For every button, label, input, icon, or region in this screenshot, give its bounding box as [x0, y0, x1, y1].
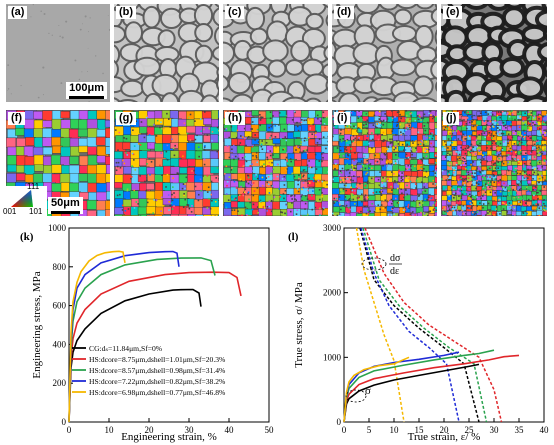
- chart-k-x-tick-label: 50: [265, 425, 275, 435]
- chart-l-sigma-ellipse: [345, 389, 367, 403]
- chart-l-deps-label: dε: [390, 266, 399, 277]
- panel-label-f: (f): [8, 112, 25, 125]
- ebsd-map-i-image: [332, 110, 437, 216]
- chart-k-x-tick-label: 40: [225, 425, 235, 435]
- ebsd-map-g: (g): [114, 110, 219, 216]
- chart-k-x-tick-label: 10: [105, 425, 115, 435]
- chart-l-y-tick-label: 1000: [323, 352, 342, 362]
- chart-k-legend-entry-4: HS:dcore=6.98μm,dshell=0.77μm,Sf=46.8%: [89, 388, 226, 397]
- chart-l-hardening-line-2: [362, 227, 488, 423]
- chart-l-dsigma-label: dσ: [390, 253, 401, 264]
- chart-k-y-tick-label: 1000: [48, 223, 67, 233]
- ebsd-map-h-image: [223, 110, 328, 216]
- chart-l-dsigma-ellipse: [361, 257, 387, 271]
- panel-label-d: (d): [334, 6, 355, 19]
- micrograph-b-image: [114, 4, 219, 102]
- chart-l-x-tick-label: 20: [440, 425, 450, 435]
- chart-l-stress-line-3: [343, 351, 460, 423]
- micrograph-d: (d): [332, 4, 437, 102]
- chart-k-legend-entry-3: HS:dcore=7.22μm,dshell=0.82μm,Sf=38.2%: [89, 377, 226, 386]
- chart-k-x-tick-label: 30: [185, 425, 195, 435]
- ipf-label-111: 111: [27, 182, 40, 191]
- chart-k-x-axis-label: Engineering strain, %: [121, 431, 217, 443]
- chart-k-series-line-1: [68, 271, 242, 423]
- panel-label-i: (i): [334, 112, 351, 125]
- chart-k-legend-entry-2: HS:dcore=8.57μm,dshell=0.98μm,Sf=31.4%: [89, 366, 226, 375]
- chart-k-y-axis-label: Engineering stress, MPa: [31, 271, 43, 378]
- chart-l-x-axis-label: True strain, ε/ %: [408, 431, 481, 443]
- chart-l-hardening-line-3: [360, 227, 460, 423]
- ebsd-map-h: (h): [223, 110, 328, 216]
- chart-l-hardening-line-1: [364, 227, 503, 423]
- chart-l-x-tick-label: 40: [540, 425, 550, 435]
- micrograph-b: (b): [114, 4, 219, 102]
- micrograph-c-image: [223, 4, 328, 102]
- panel-label-e: (e): [443, 6, 463, 19]
- scale-bar-50um-line: [51, 211, 80, 214]
- ebsd-map-i: (i): [332, 110, 437, 216]
- chart-l-x-tick-label: 0: [342, 425, 347, 435]
- micrograph-e: (e): [441, 4, 547, 102]
- chart-k-y-tick-label: 400: [53, 339, 67, 349]
- chart-k-y-tick-label: 600: [53, 301, 67, 311]
- chart-l-stress-line-4: [343, 356, 410, 423]
- scale-bar-100um-line: [69, 96, 104, 99]
- ebsd-map-g-image: [114, 110, 219, 216]
- micrograph-c: (c): [223, 4, 328, 102]
- chart-k-y-tick-label: 800: [53, 262, 67, 272]
- chart-l-plot-frame: [343, 227, 545, 423]
- chart-k-legend-entry-1: HS:dcore=8.75μm,dshell=1.01μm,Sf=20.3%: [89, 355, 226, 364]
- panel-label-g: (g): [116, 112, 137, 125]
- chart-l-sigma-label: σ: [365, 385, 371, 397]
- ipf-color-key: 111 001 101: [3, 182, 47, 216]
- ipf-triangle-icon: [11, 190, 33, 207]
- chart-l-hardening-line-4: [355, 227, 405, 423]
- chart-l-x-tick-label: 25: [465, 425, 475, 435]
- panel-label-c: (c): [225, 6, 245, 19]
- chart-l-x-tick-label: 30: [490, 425, 500, 435]
- chart-l-y-tick-label: 0: [337, 417, 342, 427]
- chart-k-x-tick-label: 0: [67, 425, 72, 435]
- panel-label-h: (h): [225, 112, 246, 125]
- panel-label-l: (l): [288, 231, 299, 243]
- chart-l-stress-line-0: [343, 363, 480, 423]
- chart-l-y-tick-label: 2000: [323, 288, 342, 298]
- chart-l-y-axis-label: True stress, σ/ MPa: [293, 282, 305, 368]
- scale-bar-50um: 50μm: [48, 197, 83, 214]
- panel-label-j: (j): [443, 112, 460, 125]
- scale-bar-100um: 100μm: [66, 82, 107, 99]
- ipf-label-001: 001: [3, 207, 17, 216]
- panel-label-a: (a): [8, 6, 28, 19]
- chart-l-x-tick-label: 10: [390, 425, 400, 435]
- chart-l-stress-line-1: [343, 354, 520, 423]
- chart-k-x-tick-label: 20: [145, 425, 155, 435]
- micrograph-d-image: [332, 4, 437, 102]
- scale-bar-100um-label: 100μm: [69, 82, 104, 94]
- chart-k-legend-entry-0: CG:dₛ=11.84μm,Sf=0%: [89, 344, 163, 353]
- micrograph-e-image: [441, 4, 547, 102]
- panel-label-k: (k): [20, 231, 34, 243]
- chart-k-y-tick-label: 200: [53, 378, 67, 388]
- panel-label-b: (b): [116, 6, 137, 19]
- ipf-label-101: 101: [29, 207, 43, 216]
- chart-l-y-tick-label: 3000: [323, 223, 342, 233]
- chart-l-x-tick-label: 15: [415, 425, 425, 435]
- chart-k-series-line-4: [68, 250, 126, 423]
- ebsd-map-j: (j): [441, 110, 547, 216]
- ebsd-map-j-image: [441, 110, 547, 216]
- scale-bar-50um-label: 50μm: [51, 197, 80, 209]
- chart-l-x-tick-label: 35: [515, 425, 525, 435]
- chart-k-y-tick-label: 0: [62, 417, 67, 427]
- chart-k-plot-frame: [68, 227, 270, 423]
- chart-l-x-tick-label: 5: [367, 425, 372, 435]
- micrograph-a: (a) 100μm: [6, 4, 110, 102]
- chart-k-series-line-2: [68, 257, 216, 423]
- chart-k-series-line-0: [68, 288, 202, 423]
- chart-k-engineering-stress-strain: (k) 0 10 20 30 40 50 0 200 400 600 800 1000 CG:dₛ=1…: [20, 223, 275, 443]
